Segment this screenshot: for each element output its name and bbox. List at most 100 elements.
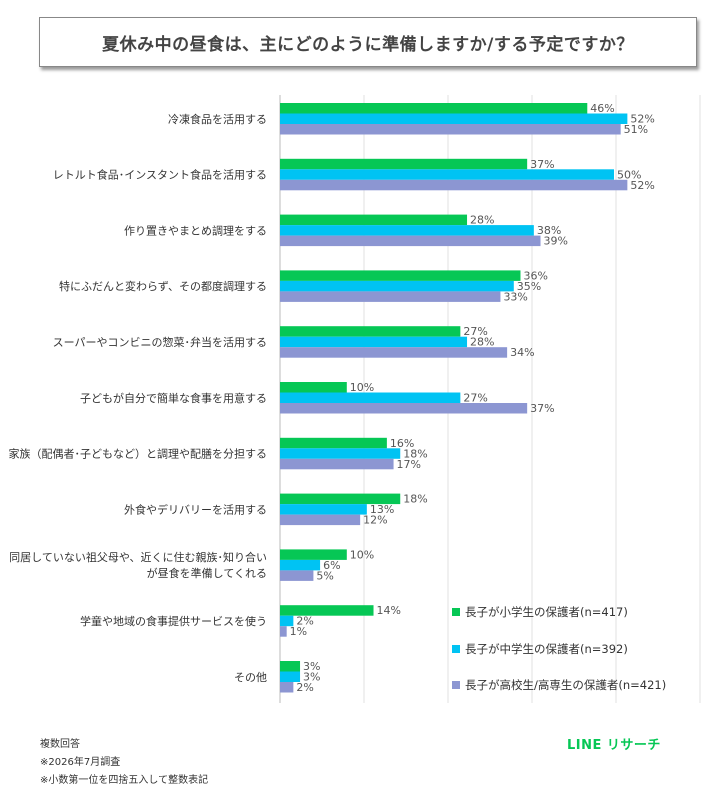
line-research-logo: LINE リサーチ xyxy=(567,738,661,753)
category-label-line: 学童や地域の食事提供サービスを使う xyxy=(80,614,267,628)
bar xyxy=(280,403,528,414)
data-label: 34% xyxy=(510,346,534,359)
legend-swatch xyxy=(452,681,460,689)
bar xyxy=(280,626,287,637)
legend-swatch xyxy=(452,608,460,616)
bar xyxy=(280,661,301,672)
bar xyxy=(280,270,521,281)
data-label: 50% xyxy=(617,168,641,181)
bar xyxy=(280,103,588,114)
bar xyxy=(280,235,541,247)
category-label-line: 外食やデリバリーを活用する xyxy=(124,502,267,516)
bar xyxy=(280,437,387,449)
category-label-line: 特にふだんと変わらず、その都度調理する xyxy=(59,279,267,293)
data-label: 46% xyxy=(590,102,614,115)
bar xyxy=(280,559,321,571)
data-label: 16% xyxy=(390,437,414,450)
category-label: 学童や地域の食事提供サービスを使う xyxy=(80,614,267,628)
category-label: 作り置きやまとめ調理をする xyxy=(124,223,267,237)
chart-title: 夏休み中の昼食は、主にどのように準備しますか/する予定ですか？ xyxy=(102,34,634,55)
legend-label: 長子が中学生の保護者(n=392) xyxy=(465,642,628,656)
data-label: 38% xyxy=(537,224,561,237)
bar xyxy=(280,214,468,226)
bar xyxy=(280,493,401,505)
footnote-3: ※小数第一位を四捨五入して整数表記 xyxy=(40,775,209,786)
data-label: 39% xyxy=(544,235,568,248)
data-label: 52% xyxy=(630,179,654,192)
bar xyxy=(280,549,347,560)
data-label: 2% xyxy=(296,615,313,628)
bar xyxy=(280,169,614,180)
data-label: 17% xyxy=(397,458,421,471)
bar xyxy=(280,514,361,526)
data-label: 27% xyxy=(463,325,487,338)
bar xyxy=(280,448,401,459)
category-label: 冷凍食品を活用する xyxy=(168,112,267,126)
bar xyxy=(280,291,501,302)
bar xyxy=(280,225,534,236)
bar xyxy=(280,336,468,348)
data-label: 37% xyxy=(530,402,554,415)
footnote-2: ※2026年7月調査 xyxy=(40,757,121,768)
data-label: 3% xyxy=(303,671,320,684)
data-label: 10% xyxy=(350,381,374,394)
data-label: 36% xyxy=(523,269,547,282)
category-label: 同居していない祖父母や、近くに住む親族･知り合いが昼食を準備してくれる xyxy=(9,550,267,580)
data-label: 3% xyxy=(303,660,320,673)
data-label: 10% xyxy=(350,548,374,561)
bar xyxy=(280,382,347,393)
chart-title-box: 夏休み中の昼食は、主にどのように準備しますか/する予定ですか？ xyxy=(39,17,697,67)
data-label: 27% xyxy=(463,392,487,405)
bar xyxy=(280,458,394,470)
category-label-line: スーパーやコンビニの惣菜･弁当を活用する xyxy=(53,335,267,349)
bar xyxy=(280,615,294,627)
data-label: 5% xyxy=(316,569,333,582)
category-label-line: その他 xyxy=(234,671,267,684)
category-label-line: 子どもが自分で簡単な食事を用意する xyxy=(80,391,267,405)
bar xyxy=(280,280,514,292)
legend-label: 長子が高校生/高専生の保護者(n=421) xyxy=(465,678,666,692)
data-label: 37% xyxy=(530,158,554,171)
data-label: 28% xyxy=(470,336,494,349)
category-label-line: 冷凍食品を活用する xyxy=(168,112,267,126)
bar xyxy=(280,158,528,170)
category-label-line: が昼食を準備してくれる xyxy=(147,566,267,580)
bar xyxy=(280,682,294,693)
footnote-1: 複数回答 xyxy=(40,739,80,750)
category-label: 特にふだんと変わらず、その都度調理する xyxy=(59,279,267,293)
bar xyxy=(280,392,461,403)
category-label-line: 家族（配偶者･子どもなど）と調理や配膳を分担する xyxy=(9,447,268,461)
bar xyxy=(280,113,628,124)
bar xyxy=(280,347,508,358)
bar xyxy=(280,504,367,515)
data-label: 35% xyxy=(517,280,541,293)
category-label-line: 作り置きやまとめ調理をする xyxy=(124,223,267,237)
category-label: レトルト食品･インスタント食品を活用する xyxy=(53,168,267,182)
bar xyxy=(280,570,314,581)
data-label: 2% xyxy=(296,681,313,694)
data-label: 18% xyxy=(403,493,427,506)
bar xyxy=(280,605,374,616)
data-label: 14% xyxy=(377,604,401,617)
data-label: 1% xyxy=(290,625,307,638)
data-label: 51% xyxy=(624,123,648,136)
bar xyxy=(280,326,461,337)
category-label: その他 xyxy=(234,671,267,684)
data-label: 28% xyxy=(470,214,494,227)
category-label: 子どもが自分で簡単な食事を用意する xyxy=(80,391,267,405)
bar xyxy=(280,179,628,191)
data-label: 13% xyxy=(370,503,394,516)
category-label: スーパーやコンビニの惣菜･弁当を活用する xyxy=(53,335,267,349)
data-label: 12% xyxy=(363,514,387,527)
data-label: 52% xyxy=(630,113,654,126)
category-label: 家族（配偶者･子どもなど）と調理や配膳を分担する xyxy=(9,447,268,461)
bar xyxy=(280,124,621,135)
bar xyxy=(280,671,301,682)
category-label-line: 同居していない祖父母や、近くに住む親族･知り合い xyxy=(9,550,267,564)
data-label: 33% xyxy=(503,290,527,303)
data-label: 6% xyxy=(323,559,340,572)
category-label: 外食やデリバリーを活用する xyxy=(124,502,267,516)
footnotes: 複数回答 ※2026年7月調査 ※小数第一位を四捨五入して整数表記 xyxy=(40,736,208,790)
data-label: 18% xyxy=(403,447,427,460)
